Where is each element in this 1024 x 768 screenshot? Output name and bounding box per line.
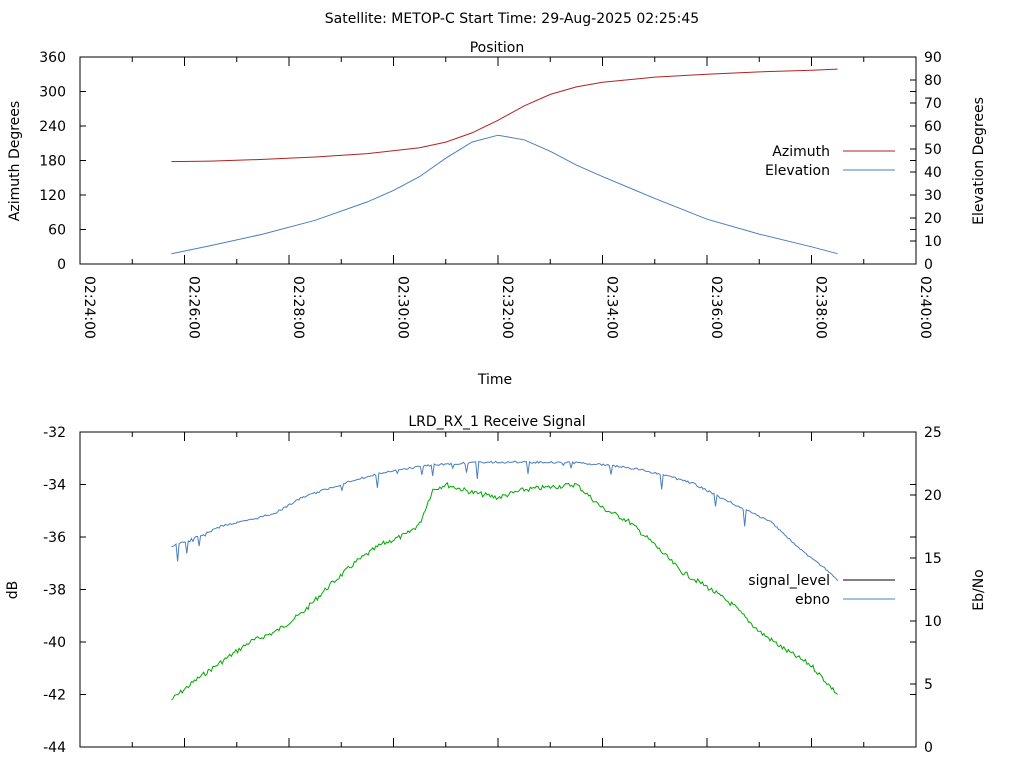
time-tick-label: 02:26:00 [186,276,202,339]
legend-azimuth-label: Azimuth [772,144,830,160]
azimuth-y2tick-label: 40 [924,165,942,181]
azimuth-axis-label: Azimuth Degrees [7,101,23,221]
signal-ytick-label: -32 [43,425,66,441]
page-title: Satellite: METOP-C Start Time: 29-Aug-20… [325,11,699,27]
signal-y2tick-label: 5 [924,677,933,693]
position-legend: Azimuth Elevation [765,144,895,179]
signal-ytick-label: -34 [43,478,66,494]
signal-y2tick-label: 15 [924,551,942,567]
time-axis: 02:24:00 02:26:00 02:28:00 02:30:00 02:32:00… [79,57,933,339]
series-line-signal-level [171,481,838,701]
time-tick-label: 02:32:00 [499,276,515,339]
ebno-axis-label: Eb/No [971,569,987,611]
azimuth-ytick-label: 180 [39,154,66,170]
azimuth-y2tick-label: 20 [924,211,942,227]
signal-ytick-label: -38 [43,583,66,599]
signal-y2tick-label: 25 [924,425,942,441]
azimuth-ytick-label: 240 [39,119,66,135]
signal-chart-title: LRD_RX_1 Receive Signal [408,414,585,430]
azimuth-y2tick-label: 80 [924,73,942,89]
elevation-axis: 0 10 20 30 40 50 60 70 80 90 [910,50,942,273]
elevation-axis-label: Elevation Degrees [971,97,987,225]
position-series [171,68,838,255]
signal-legend: signal_level ebno [748,573,895,608]
azimuth-ytick-label: 300 [39,85,66,101]
signal-y2tick-label: 10 [924,614,942,630]
time-tick-label: 02:28:00 [290,276,306,339]
signal-chart: LRD_RX_1 Receive Signal -44-42-40-38-36-… [5,414,987,756]
azimuth-y2tick-label: 30 [924,188,942,204]
signal-ytick-label: -42 [43,688,66,704]
signal-ytick-label: -44 [43,740,66,756]
azimuth-ytick-label: 120 [39,188,66,204]
series-line-ebno [171,460,839,581]
signal-y2tick-label: 0 [924,740,933,756]
azimuth-ytick-label: 360 [39,50,66,66]
position-chart: Position 0 60 120 180 240 300 360 0 10 20 30 40 50 6… [7,40,987,388]
position-chart-title: Position [470,40,525,56]
azimuth-y2tick-label: 60 [924,119,942,135]
db-axis-label: dB [5,581,21,600]
series-line-elevation [171,134,838,255]
series-line-azimuth [171,68,838,163]
time-tick-label: 02:30:00 [395,276,411,339]
signal-ytick-label: -40 [43,635,66,651]
azimuth-y2tick-label: 0 [924,257,933,273]
legend-signal-level-label: signal_level [748,573,830,589]
signal-ytick-label: -36 [43,530,66,546]
signal-series [171,460,839,701]
time-axis-label: Time [477,372,512,388]
azimuth-axis: 0 60 120 180 240 300 360 [39,50,916,273]
legend-ebno-label: ebno [795,592,830,608]
azimuth-y2tick-label: 90 [924,50,942,66]
signal-y2tick-label: 20 [924,488,942,504]
position-plot-frame [79,56,917,265]
time-tick-label: 02:40:00 [917,276,933,339]
signal-time-axis [79,432,917,747]
legend-elevation-label: Elevation [765,163,830,179]
azimuth-ytick-label: 0 [57,257,66,273]
ebno-axis: 0 5 10 15 20 25 [910,425,942,756]
azimuth-ytick-label: 60 [48,223,66,239]
azimuth-y2tick-label: 10 [924,234,942,250]
azimuth-y2tick-label: 70 [924,96,942,112]
time-tick-label: 02:24:00 [81,276,97,339]
time-tick-label: 02:34:00 [604,276,620,339]
signal-plot-frame [79,431,917,748]
time-tick-label: 02:36:00 [708,276,724,339]
db-axis: -44 -42 -40 -38 -36 -34 -32 [43,425,916,756]
azimuth-y2tick-label: 50 [924,142,942,158]
time-tick-label: 02:38:00 [813,276,829,339]
